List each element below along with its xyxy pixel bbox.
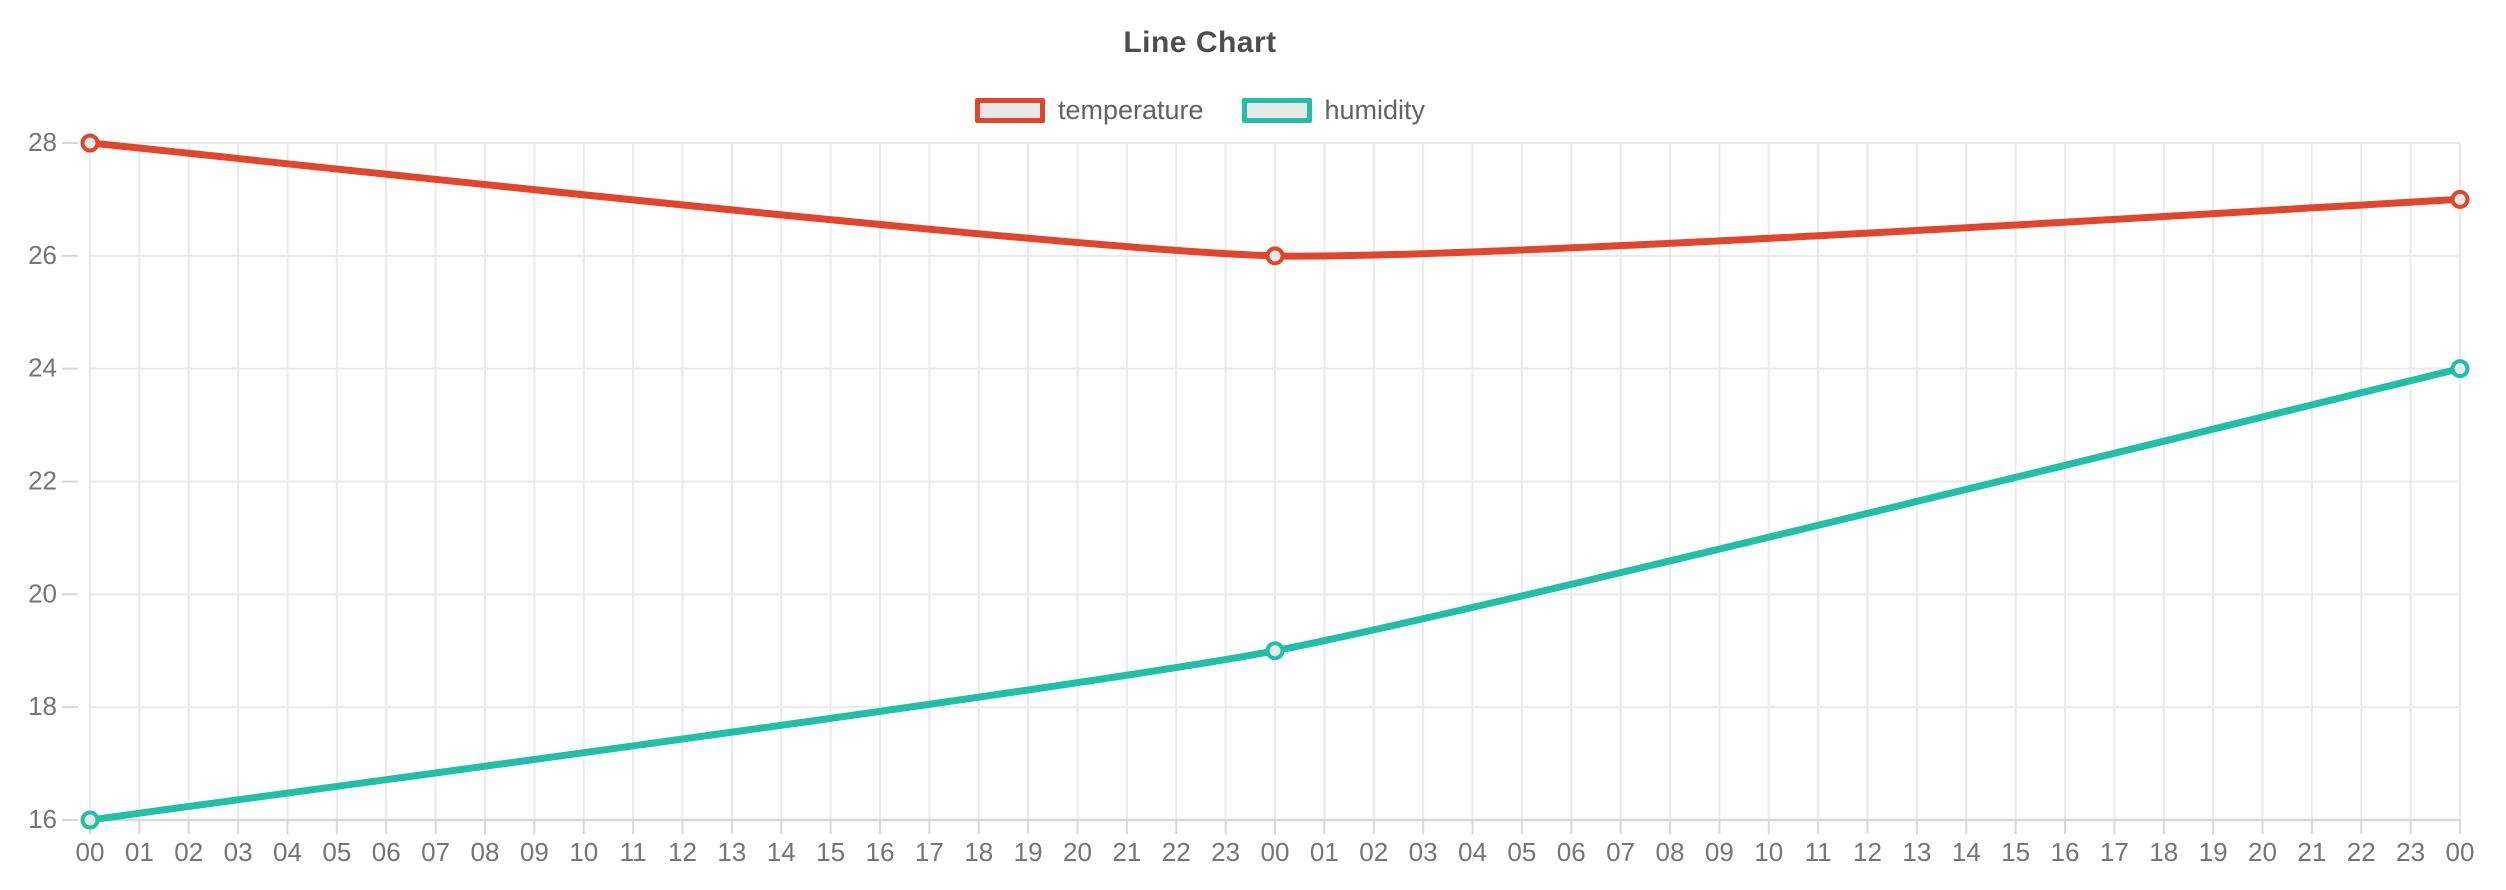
y-tick-label: 22	[28, 466, 57, 496]
x-tick-label: 06	[1557, 837, 1586, 867]
x-tick-label: 07	[421, 837, 450, 867]
x-tick-label: 05	[1507, 837, 1536, 867]
y-tick-label: 26	[28, 240, 57, 270]
chart-title: Line Chart	[1123, 26, 1277, 59]
legend-label-humidity: humidity	[1324, 94, 1426, 125]
x-tick-label: 20	[2248, 837, 2277, 867]
x-tick-label: 03	[1409, 837, 1438, 867]
x-tick-label: 01	[125, 837, 154, 867]
x-tick-label: 22	[2347, 837, 2376, 867]
x-tick-label: 00	[76, 837, 105, 867]
x-tick-label: 21	[2297, 837, 2326, 867]
x-tick-label: 10	[569, 837, 598, 867]
legend-item-humidity[interactable]: humidity	[1241, 94, 1426, 126]
x-tick-label: 23	[1211, 837, 1240, 867]
legend-label-temperature: temperature	[1057, 94, 1204, 125]
x-tick-label: 08	[1656, 837, 1685, 867]
y-tick-label: 18	[28, 691, 57, 721]
y-tick-label: 28	[28, 127, 57, 157]
x-tick-label: 14	[767, 837, 796, 867]
x-tick-label: 15	[816, 837, 845, 867]
x-tick-label: 22	[1162, 837, 1191, 867]
x-tick-label: 19	[2199, 837, 2228, 867]
x-tick-label: 02	[1359, 837, 1388, 867]
x-tick-label: 12	[668, 837, 697, 867]
x-tick-label: 16	[866, 837, 895, 867]
x-tick-label: 02	[174, 837, 203, 867]
x-tick-label: 12	[1853, 837, 1882, 867]
x-tick-label: 21	[1112, 837, 1141, 867]
x-tick-label: 09	[1705, 837, 1734, 867]
x-tick-label: 05	[322, 837, 351, 867]
x-tick-label: 11	[1805, 837, 1832, 867]
y-tick-label: 16	[28, 804, 57, 834]
x-tick-label: 04	[273, 837, 302, 867]
x-tick-label: 17	[2100, 837, 2129, 867]
x-tick-label: 17	[915, 837, 944, 867]
x-tick-label: 13	[1902, 837, 1931, 867]
x-tick-label: 18	[2149, 837, 2178, 867]
x-tick-label: 16	[2051, 837, 2080, 867]
x-tick-label: 10	[1754, 837, 1783, 867]
x-tick-label: 08	[471, 837, 500, 867]
chart-legend: temperature humidity	[0, 94, 2400, 126]
data-point-temperature-1	[1265, 246, 1285, 266]
x-tick-label: 23	[2396, 837, 2425, 867]
x-tick-label: 06	[372, 837, 401, 867]
data-point-temperature-2	[2450, 189, 2470, 209]
legend-swatch-humidity	[1241, 97, 1312, 123]
x-tick-label: 19	[1014, 837, 1043, 867]
x-tick-label: 13	[717, 837, 746, 867]
x-tick-label: 01	[1310, 837, 1339, 867]
data-point-temperature-0	[80, 133, 100, 153]
x-tick-label: 00	[2446, 837, 2475, 867]
data-point-humidity-2	[2450, 359, 2470, 379]
legend-item-temperature[interactable]: temperature	[974, 94, 1204, 126]
x-tick-label: 09	[520, 837, 549, 867]
x-tick-label: 15	[2001, 837, 2030, 867]
x-tick-label: 00	[1261, 837, 1290, 867]
x-tick-label: 18	[964, 837, 993, 867]
y-tick-label: 20	[28, 578, 57, 608]
legend-swatch-temperature	[974, 97, 1045, 123]
y-tick-label: 24	[28, 353, 57, 383]
data-point-humidity-1	[1265, 641, 1285, 661]
x-tick-label: 04	[1458, 837, 1487, 867]
x-tick-label: 07	[1606, 837, 1635, 867]
x-tick-label: 14	[1952, 837, 1981, 867]
x-tick-label: 11	[620, 837, 647, 867]
x-tick-label: 03	[224, 837, 253, 867]
data-point-humidity-0	[80, 810, 100, 830]
x-tick-label: 20	[1063, 837, 1092, 867]
